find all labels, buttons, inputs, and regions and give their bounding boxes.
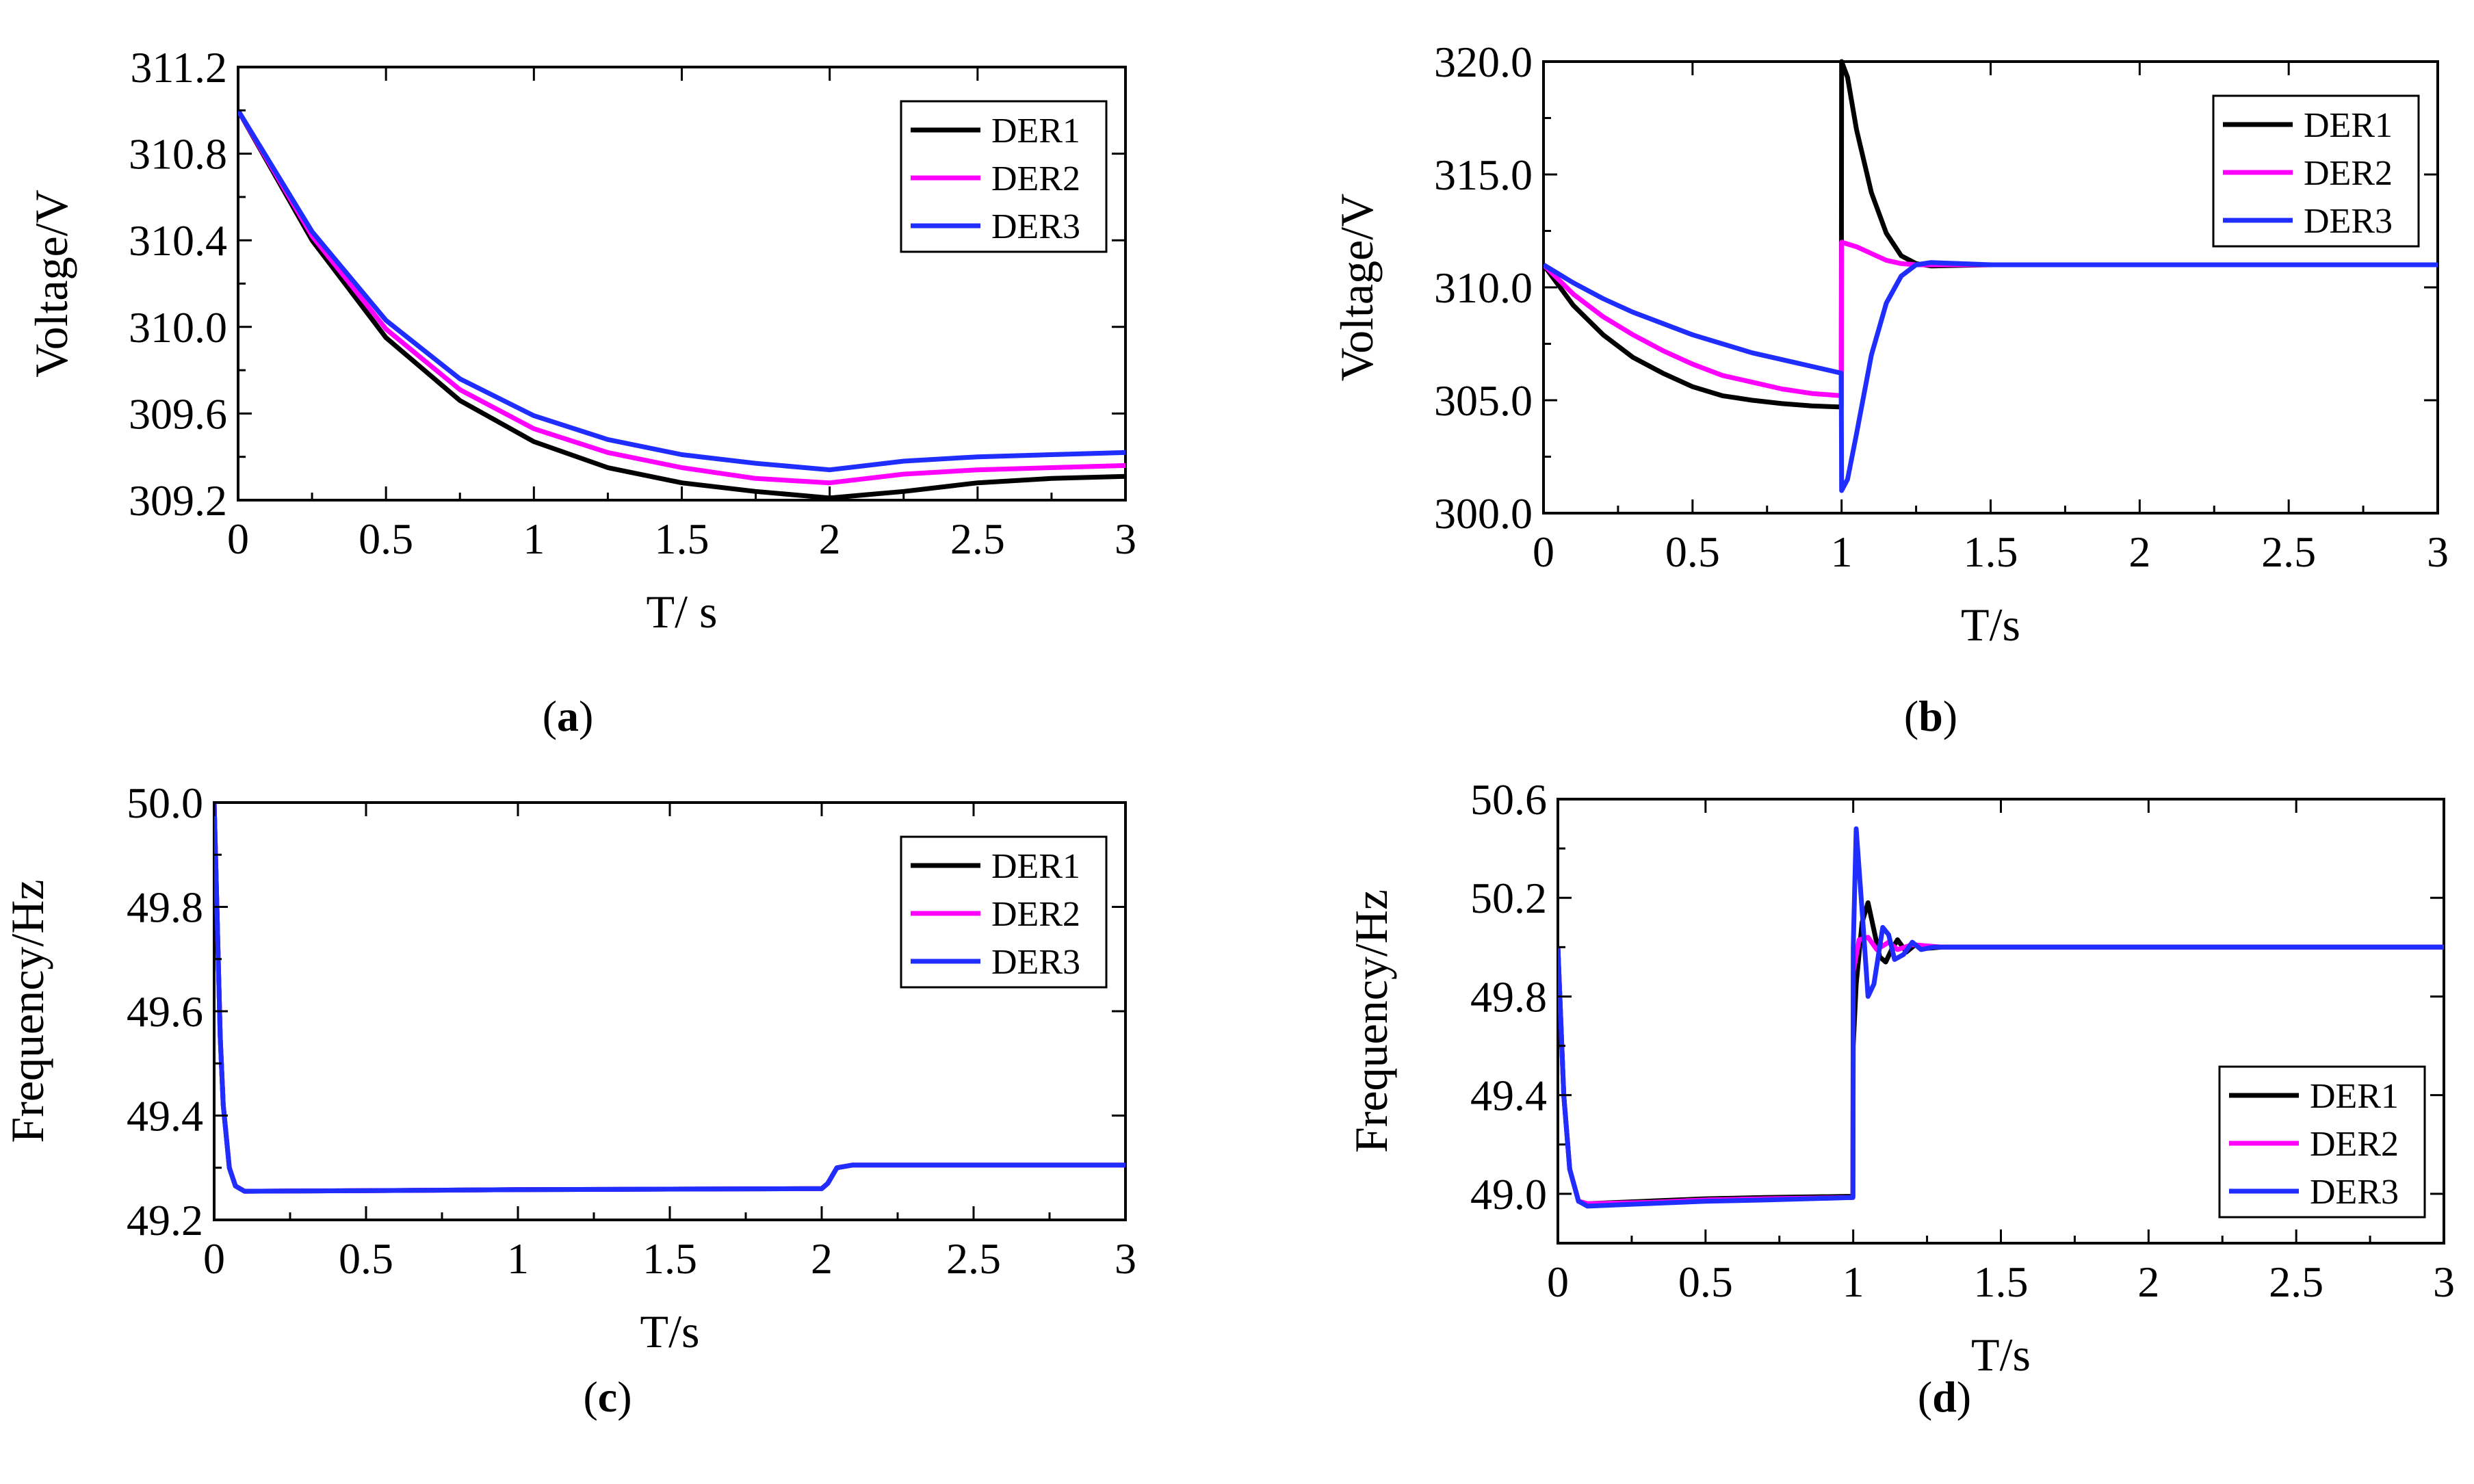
- y-tick-label-a: 311.2: [130, 43, 227, 92]
- legend-label-b-der1: DER1: [2304, 106, 2393, 145]
- y-tick-label-c: 49.4: [127, 1092, 203, 1141]
- x-tick-label-a: 2.5: [950, 515, 1005, 563]
- chart-panel-a: 0 0.5 1 1.5 2 2.5 3 309.2 309.6 310.0 310.4 310.8 31…: [0, 0, 1237, 742]
- y-axis-label-a: Voltage/V: [25, 190, 77, 378]
- x-axis-label-c: T/s: [640, 1305, 700, 1357]
- x-tick-label-d: 1: [1843, 1258, 1864, 1306]
- chart-a-svg: 0 0.5 1 1.5 2 2.5 3 309.2 309.6 310.0 310.4 310.8 31…: [25, 43, 1136, 638]
- legend-label-a-der3: DER3: [991, 207, 1080, 246]
- chart-b-svg: 0 0.5 1 1.5 2 2.5 3 300.0 305.0 310.0 315.0 320.0 T/…: [1331, 38, 2449, 651]
- y-tick-label-d: 49.4: [1470, 1071, 1547, 1120]
- y-tick-label-d: 50.2: [1470, 874, 1547, 922]
- series-line-a-der3: [238, 109, 1125, 473]
- y-tick-label-a: 310.8: [129, 130, 227, 179]
- chart-c-svg: 0 0.5 1 1.5 2 2.5 3 49.2 49.4 49.6 49.8 50.0 T/s Freq…: [1, 779, 1136, 1357]
- x-tick-label-d: 0: [1547, 1258, 1569, 1306]
- x-tick-label-d: 2: [2137, 1258, 2159, 1306]
- y-axis-label-c: Frequency/Hz: [1, 879, 53, 1143]
- x-tick-label-d: 2.5: [2269, 1258, 2323, 1306]
- legend-label-d-der1: DER1: [2310, 1077, 2399, 1116]
- legend-label-a-der1: DER1: [991, 112, 1080, 151]
- y-tick-label-c: 49.6: [127, 987, 203, 1036]
- y-tick-label-c: 49.2: [127, 1196, 203, 1245]
- legend-label-a-der2: DER2: [991, 159, 1080, 198]
- y-tick-label-c: 50.0: [127, 779, 203, 827]
- x-tick-label-a: 3: [1115, 515, 1136, 563]
- x-tick-label-d: 0.5: [1678, 1258, 1733, 1306]
- x-tick-label-c: 0.5: [339, 1234, 393, 1283]
- series-group-d: [1558, 826, 2444, 1209]
- x-tick-label-b: 2.5: [2261, 528, 2316, 576]
- x-tick-label-b: 0: [1533, 528, 1554, 576]
- x-tick-label-b: 3: [2427, 528, 2449, 576]
- x-tick-label-b: 1: [1831, 528, 1853, 576]
- caption-b: (b): [1903, 692, 1958, 740]
- chart-panel-b: 0 0.5 1 1.5 2 2.5 3 300.0 305.0 310.0 315.0 320.0 T/…: [1331, 38, 2449, 651]
- y-tick-label-b: 310.0: [1434, 263, 1533, 312]
- series-line-a-der1: [238, 109, 1125, 501]
- x-axis-label-a: T/ s: [647, 586, 718, 638]
- series-group-c: [214, 802, 1125, 1194]
- x-tick-label-c: 2: [811, 1234, 833, 1283]
- y-tick-label-c: 49.8: [127, 883, 203, 932]
- legend-label-d-der3: DER3: [2310, 1173, 2399, 1212]
- x-tick-label-a: 1.5: [655, 515, 709, 563]
- y-tick-label-b: 300.0: [1434, 489, 1533, 538]
- y-tick-label-d: 49.0: [1470, 1170, 1547, 1219]
- y-tick-label-b: 315.0: [1434, 151, 1533, 199]
- caption-c: (c): [583, 1372, 632, 1421]
- x-tick-label-c: 0: [203, 1234, 225, 1283]
- y-tick-label-a: 310.4: [129, 216, 227, 265]
- y-tick-label-d: 50.6: [1470, 775, 1547, 824]
- series-line-a-der2: [238, 109, 1125, 486]
- x-tick-label-c: 2.5: [946, 1234, 1001, 1283]
- legend-label-d-der2: DER2: [2310, 1125, 2399, 1164]
- y-axis-label-d: Frequency/Hz: [1345, 889, 1397, 1153]
- series-group-a: [238, 109, 1125, 501]
- x-tick-label-a: 0: [227, 515, 249, 563]
- y-tick-label-a: 310.0: [129, 303, 227, 352]
- x-tick-label-a: 1: [523, 515, 545, 563]
- x-tick-label-a: 0.5: [359, 515, 413, 563]
- x-axis-label-b: T/s: [1961, 599, 2020, 651]
- legend-label-c-der1: DER1: [991, 847, 1080, 886]
- y-axis-label-b: Voltage/V: [1331, 194, 1383, 382]
- caption-a: (a): [542, 692, 594, 740]
- series-line-b-der3: [1544, 260, 2438, 493]
- x-tick-label-c: 3: [1115, 1234, 1136, 1283]
- legend-label-c-der2: DER2: [991, 895, 1080, 934]
- y-tick-label-a: 309.6: [129, 389, 227, 438]
- chart-panel-c: 0 0.5 1 1.5 2 2.5 3 49.2 49.4 49.6 49.8 50.0 T/s Freq…: [1, 779, 1136, 1357]
- series-line-c-der3: [214, 802, 1125, 1194]
- legend-label-b-der2: DER2: [2304, 154, 2393, 193]
- x-tick-label-b: 2: [2128, 528, 2150, 576]
- y-tick-label-d: 49.8: [1470, 972, 1547, 1021]
- x-tick-label-a: 2: [819, 515, 841, 563]
- caption-d: (d): [1917, 1372, 1972, 1421]
- y-tick-label-a: 309.2: [129, 476, 227, 525]
- x-tick-label-c: 1.5: [642, 1234, 697, 1283]
- legend-label-b-der3: DER3: [2304, 202, 2393, 241]
- x-axis-label-d: T/s: [1971, 1329, 2031, 1381]
- x-tick-label-d: 3: [2433, 1258, 2455, 1306]
- x-tick-label-d: 1.5: [1974, 1258, 2029, 1306]
- series-line-d-der3: [1558, 826, 2444, 1209]
- y-tick-label-b: 305.0: [1434, 376, 1533, 425]
- y-tick-label-b: 320.0: [1434, 38, 1533, 86]
- x-tick-label-c: 1: [507, 1234, 529, 1283]
- x-tick-label-b: 1.5: [1964, 528, 2018, 576]
- x-tick-label-b: 0.5: [1665, 528, 1720, 576]
- legend-label-c-der3: DER3: [991, 943, 1080, 982]
